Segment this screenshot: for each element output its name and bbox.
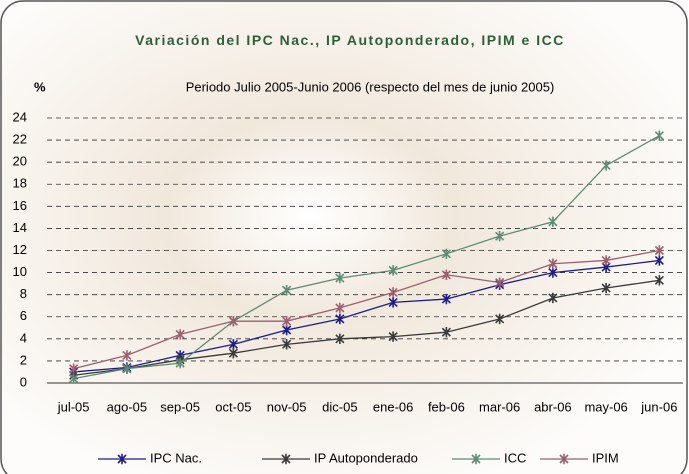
y-tick-label: 22 [13, 132, 27, 147]
y-tick-label: 24 [13, 109, 27, 124]
legend-marker [471, 453, 481, 465]
marker [335, 313, 345, 325]
marker [175, 357, 185, 369]
legend-label: IPC Nac. [150, 450, 202, 465]
marker [282, 339, 292, 350]
marker [69, 363, 79, 374]
marker [388, 287, 398, 298]
chart-subtitle: Periodo Julio 2005-Junio 2006 (respecto … [186, 79, 555, 94]
y-tick-label: 14 [13, 220, 27, 235]
marker [175, 329, 185, 340]
marker [69, 373, 79, 384]
marker [335, 302, 345, 314]
marker [335, 333, 345, 345]
marker [122, 363, 132, 374]
y-tick-label: 2 [20, 352, 27, 367]
chart-title: Variación del IPC Nac., IP Autoponderado… [135, 32, 565, 48]
marker [495, 277, 505, 288]
marker [654, 245, 664, 256]
marker [282, 315, 292, 327]
x-tick-label: ene-06 [373, 399, 413, 414]
legend-label: ICC [504, 450, 526, 465]
marker [228, 315, 238, 327]
marker [495, 313, 505, 325]
marker [601, 160, 611, 171]
marker [228, 347, 238, 359]
marker [122, 350, 132, 361]
marker [548, 292, 558, 304]
legend-marker [281, 453, 291, 465]
x-tick-label: mar-06 [479, 399, 520, 414]
marker [441, 293, 451, 305]
marker [282, 324, 292, 336]
marker [282, 285, 292, 296]
x-tick-label: sep-05 [160, 399, 200, 414]
marker [548, 258, 558, 269]
marker [388, 297, 398, 308]
y-tick-label: 4 [20, 330, 27, 345]
y-tick-label: 0 [20, 374, 27, 389]
x-tick-label: nov-05 [267, 399, 307, 414]
y-tick-label: 18 [13, 176, 27, 191]
marker [654, 255, 664, 266]
x-tick-label: dic-05 [322, 399, 357, 414]
x-tick-label: jul-05 [57, 399, 90, 414]
legend-label: IPIM [592, 450, 619, 465]
marker [388, 331, 398, 342]
marker [228, 339, 238, 350]
y-tick-label: 6 [20, 308, 27, 323]
y-axis-label: % [34, 79, 46, 94]
marker [654, 130, 664, 141]
series-line [73, 135, 660, 380]
marker [601, 255, 611, 266]
marker [548, 216, 558, 227]
marker [654, 275, 664, 286]
legend-marker [117, 453, 127, 465]
x-tick-label: oct-05 [215, 399, 251, 414]
marker [548, 267, 558, 278]
series-line [73, 279, 660, 376]
series-line [73, 259, 660, 373]
x-tick-label: ago-05 [107, 399, 147, 414]
legend-marker [559, 453, 569, 465]
marker [441, 248, 451, 260]
y-tick-label: 16 [13, 198, 27, 213]
marker [495, 230, 505, 242]
y-tick-label: 12 [13, 242, 27, 257]
series-line [73, 249, 660, 370]
x-tick-label: jun-06 [640, 399, 677, 414]
legend-label: IP Autoponderado [314, 450, 418, 465]
marker [601, 282, 611, 294]
marker [335, 272, 345, 284]
x-tick-label: feb-06 [428, 399, 465, 414]
marker [388, 265, 398, 276]
x-tick-label: may-06 [584, 399, 627, 414]
marker [441, 327, 451, 338]
y-tick-label: 10 [13, 264, 27, 279]
x-tick-label: abr-06 [534, 399, 572, 414]
y-tick-label: 20 [13, 154, 27, 169]
y-tick-label: 8 [20, 286, 27, 301]
marker [441, 269, 451, 280]
